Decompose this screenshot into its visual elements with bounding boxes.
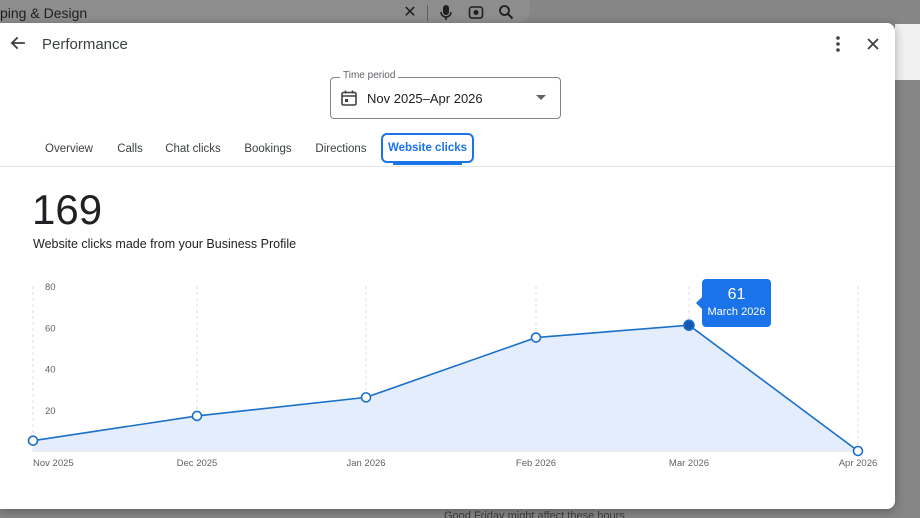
tab-website-clicks[interactable]: Website clicks: [381, 133, 474, 163]
website-clicks-total: 169: [32, 186, 103, 233]
tab-bookings[interactable]: Bookings: [244, 143, 292, 155]
website-clicks-chart: 20 40 60 80 Nov 2025 Dec 2025 Jan 2026 Feb 2026…: [27, 282, 878, 469]
y-tick-label: 20: [45, 406, 56, 417]
background-search-query: ping & Design: [0, 5, 88, 21]
calendar-icon: [341, 90, 357, 106]
tooltip-pointer: [696, 297, 702, 309]
background-panel: [895, 24, 920, 80]
y-tick-label: 80: [45, 282, 56, 293]
close-icon: [867, 38, 879, 50]
arrow-back-icon: [10, 36, 25, 50]
active-tab-indicator: [393, 162, 462, 165]
time-period-label: Time period: [340, 70, 399, 81]
background-search-bar: ping & Design ✕: [0, 0, 530, 24]
lens-icon: [467, 4, 485, 22]
series-line: [32, 324, 859, 452]
series-area: [33, 325, 858, 451]
dialog-title: Performance: [42, 36, 128, 53]
tab-overview[interactable]: Overview: [45, 143, 93, 155]
tooltip-value: 61: [727, 286, 746, 303]
x-tick-label: Feb 2026: [516, 458, 556, 469]
time-period-select[interactable]: Time period Nov 2025–Apr 2026: [330, 70, 561, 119]
chart-tooltip: 61 March 2026: [696, 279, 771, 327]
website-clicks-description: Website clicks made from your Business P…: [33, 237, 297, 251]
data-point-highlighted: [683, 319, 695, 331]
tooltip-label: March 2026: [707, 306, 766, 318]
data-point: [27, 435, 39, 446]
y-tick-label: 60: [45, 323, 56, 334]
tab-directions[interactable]: Directions: [315, 143, 367, 155]
more-vert-icon: [836, 36, 840, 52]
search-icon: [497, 4, 515, 22]
x-tick-label: Nov 2025: [33, 458, 74, 469]
performance-dialog: Performance Time period Nov 2025–Apr 202…: [0, 23, 895, 509]
x-tick-label: Dec 2025: [177, 458, 218, 469]
y-tick-label: 40: [45, 365, 56, 376]
data-point: [360, 392, 372, 403]
tab-calls[interactable]: Calls: [117, 143, 143, 155]
microphone-icon: [437, 4, 455, 22]
x-tick-label: Apr 2026: [839, 458, 878, 469]
more-options-button[interactable]: [829, 34, 847, 54]
x-tick-label: Mar 2026: [669, 458, 709, 469]
search-divider: [427, 5, 428, 21]
x-tick-label: Jan 2026: [346, 458, 385, 469]
metric-tabs: Overview Calls Chat clicks Bookings Dire…: [0, 132, 895, 167]
data-point: [852, 445, 864, 457]
data-point: [191, 410, 203, 422]
back-button[interactable]: [8, 33, 28, 53]
time-period-value: Nov 2025–Apr 2026: [367, 91, 483, 106]
close-button[interactable]: [864, 35, 882, 53]
data-point: [530, 332, 542, 343]
chevron-down-icon: [536, 95, 546, 100]
background-hours-note: Good Friday might affect these hours: [444, 510, 625, 518]
clear-icon: ✕: [403, 4, 417, 21]
tab-chat-clicks[interactable]: Chat clicks: [165, 143, 221, 155]
